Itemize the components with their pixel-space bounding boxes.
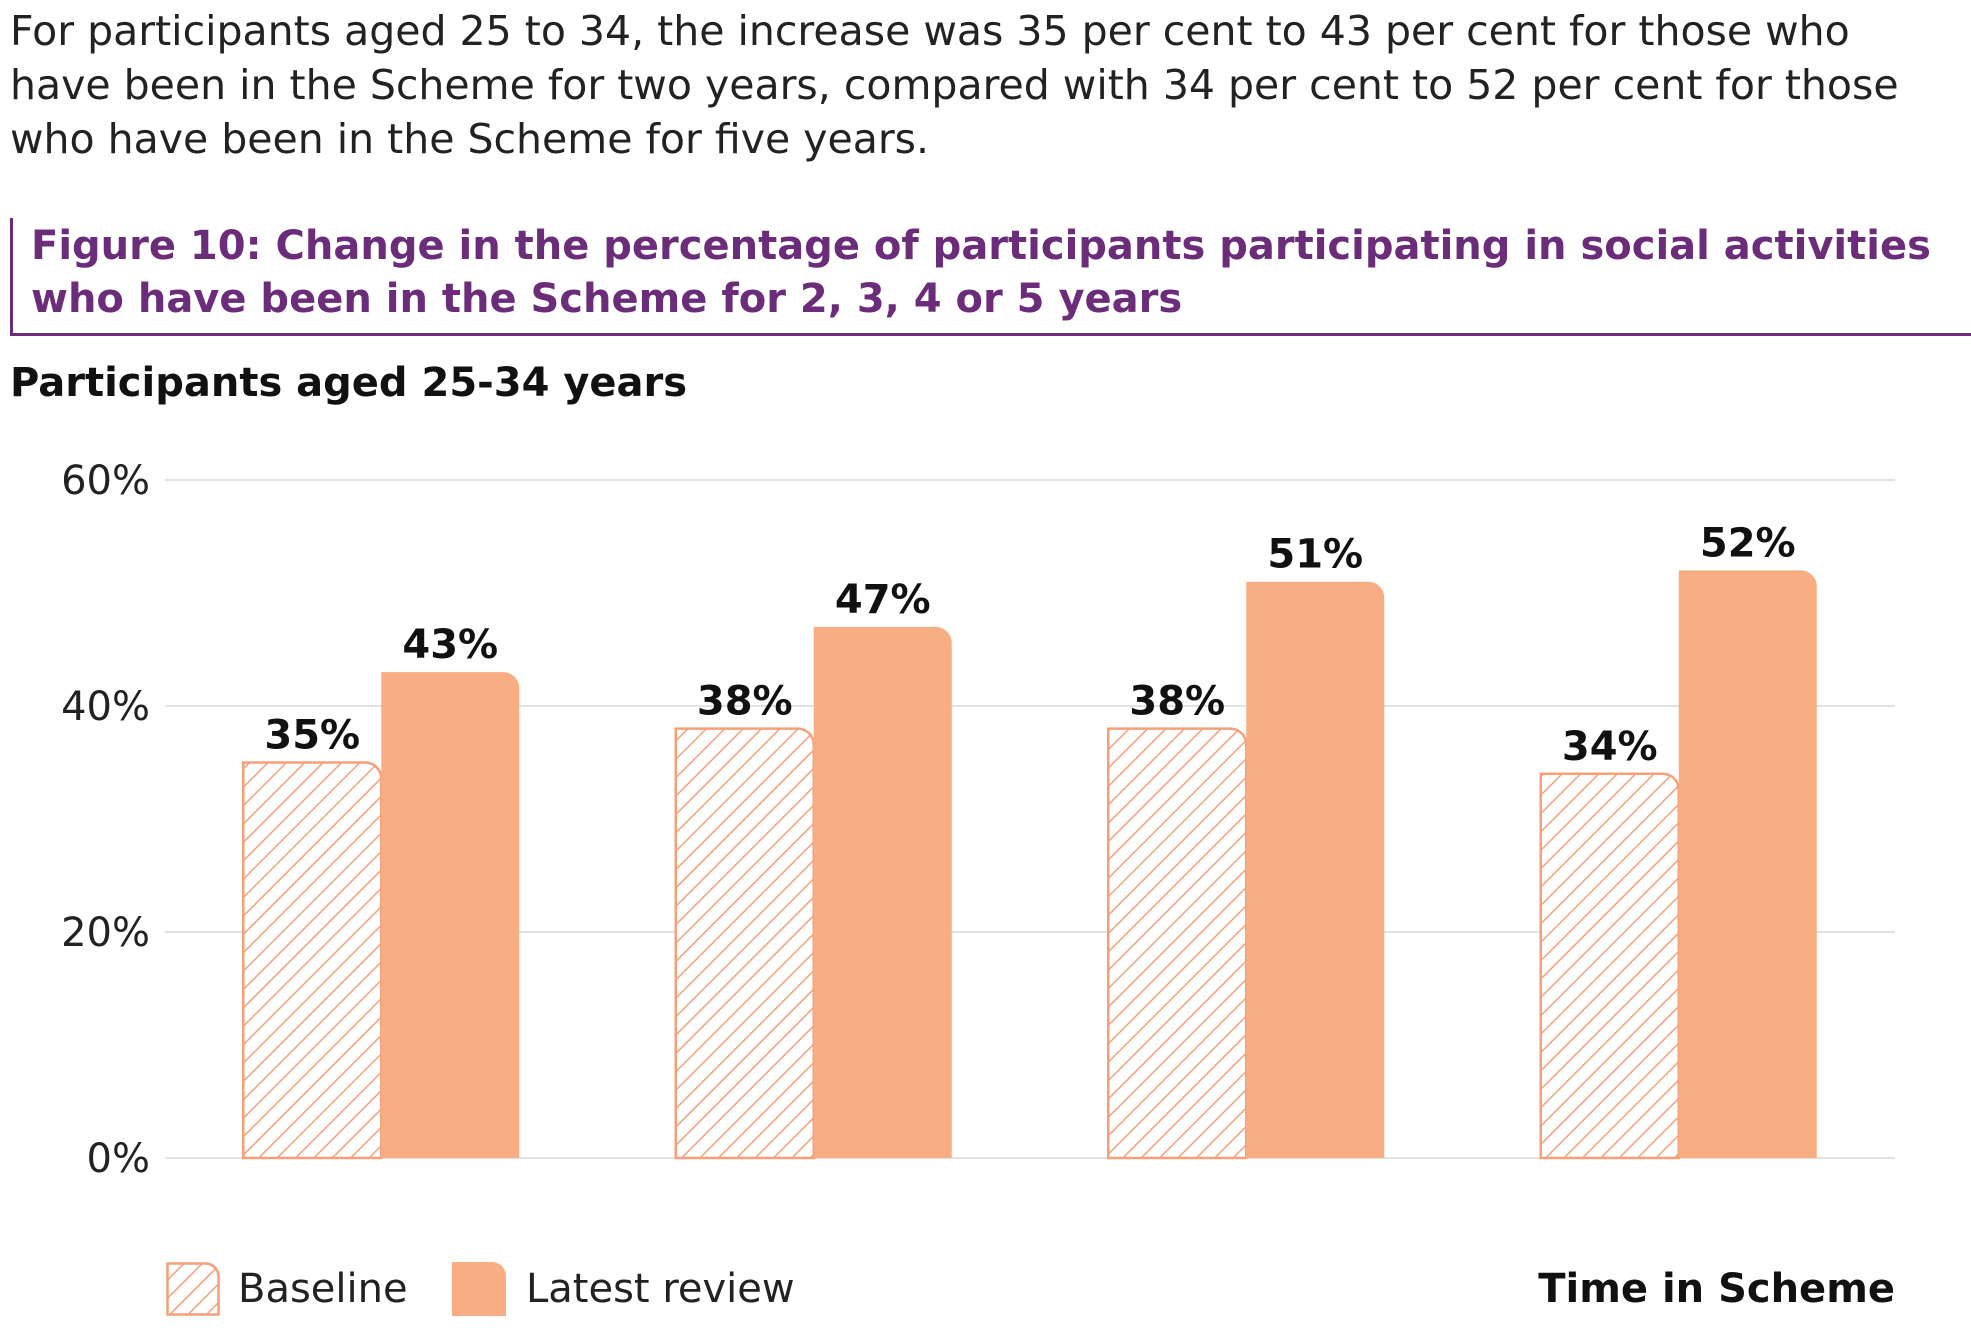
legend-baseline-label: Baseline: [238, 1266, 408, 1312]
x-axis-title: Time in Scheme: [1538, 1266, 1895, 1312]
bar-latest-review: [1678, 570, 1817, 1158]
data-label: 38%: [1129, 679, 1225, 725]
data-label: 52%: [1700, 520, 1796, 566]
data-label: 35%: [264, 713, 360, 759]
y-tick-label: 60%: [61, 458, 150, 504]
x-tick-label: 5 years: [1605, 1177, 1753, 1180]
x-tick-label: 4 years: [1172, 1177, 1320, 1180]
bar-baseline: [242, 761, 383, 1160]
legend-latest-label: Latest review: [526, 1266, 795, 1312]
legend-latest-swatch: [452, 1262, 506, 1316]
bar-latest-review: [813, 626, 952, 1158]
figure-title: Figure 10: Change in the percentage of p…: [31, 223, 1931, 322]
chart-subtitle: Participants aged 25-34 years: [10, 360, 688, 406]
legend-baseline-swatch: [166, 1262, 220, 1316]
intro-paragraph: For participants aged 25 to 34, the incr…: [10, 7, 1899, 163]
bar-chart: 0% 20% 40% 60% 35% 43% 2 years 38% 47% 3 years 38%…: [61, 458, 1895, 1180]
bar-baseline: [1539, 772, 1680, 1160]
bar-latest-review: [381, 672, 520, 1158]
y-tick-label: 40%: [61, 684, 150, 730]
data-label: 43%: [402, 622, 498, 668]
x-tick-label: 3 years: [740, 1177, 888, 1180]
figure-title-box: Figure 10: Change in the percentage of p…: [10, 218, 1971, 336]
bar-latest-review: [1246, 581, 1385, 1158]
data-label: 38%: [697, 679, 793, 725]
data-label: 47%: [835, 577, 931, 623]
bar-baseline: [1107, 727, 1248, 1160]
bar-baseline: [674, 727, 815, 1160]
data-label: 34%: [1562, 724, 1658, 770]
y-tick-label: 0%: [87, 1136, 150, 1180]
chart-legend: Baseline Latest review: [166, 1262, 806, 1322]
data-label: 51%: [1267, 532, 1363, 578]
y-tick-label: 20%: [61, 910, 150, 956]
x-tick-label: 2 years: [307, 1177, 455, 1180]
